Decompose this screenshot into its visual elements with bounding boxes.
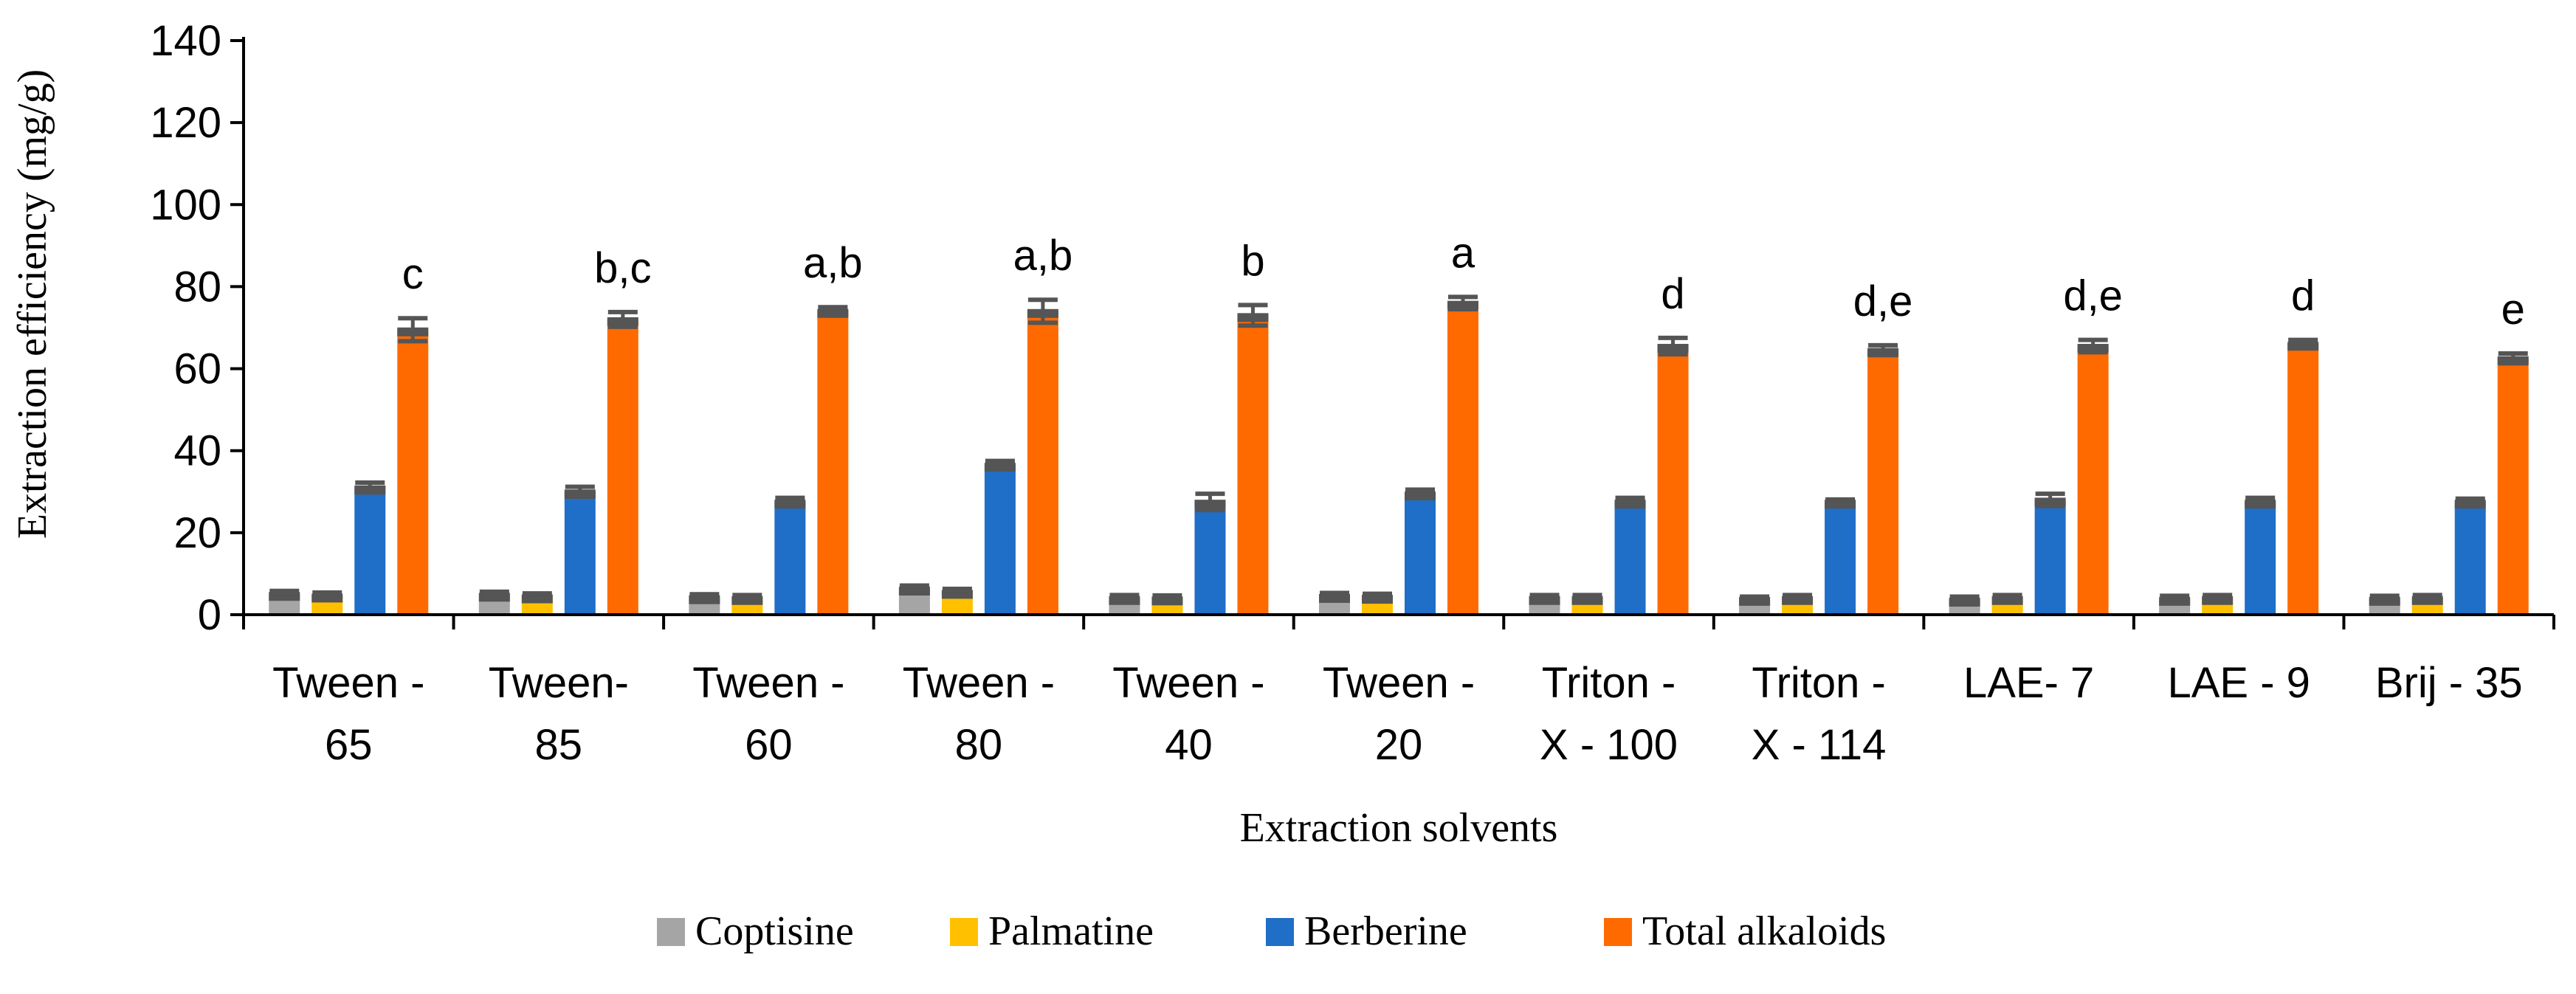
legend-swatch [950,918,978,946]
x-tick-label: Triton - [1542,659,1676,707]
x-tick-label: 85 [535,721,583,769]
x-tick-label: Tween - [1112,659,1264,707]
y-tick-label: 120 [150,99,221,147]
legend-swatch [1266,918,1294,946]
bar [2245,502,2276,615]
x-tick-label: Tween - [692,659,844,707]
significance-letter: b [1241,237,1264,285]
x-tick-label: Tween- [489,659,629,707]
significance-letter: a,b [803,239,863,287]
y-tick-label: 140 [150,17,221,65]
bar [354,487,386,615]
legend-label: Coptisine [695,908,854,954]
x-tick-label: 40 [1165,721,1213,769]
significance-letter: d [1661,270,1684,318]
x-tick-label: Triton - [1752,659,1886,707]
y-tick-label: 60 [173,345,221,393]
bar [607,319,638,615]
x-tick-label: X - 100 [1540,721,1678,769]
bar [1237,315,1269,615]
significance-letter: a,b [1013,232,1073,280]
legend-swatch [657,918,685,946]
bar [1447,303,1478,615]
bar [564,491,596,615]
legend-swatch [1604,918,1632,946]
bar [1867,350,1899,615]
x-tick-label: Tween - [272,659,424,707]
y-tick-label: 100 [150,181,221,229]
x-tick-label: Tween - [1323,659,1475,707]
x-tick-label: 65 [325,721,373,769]
legend: Coptisine Palmatine Berberine Total alkaloi… [657,908,1886,954]
y-tick-label: 20 [173,509,221,557]
axes-layer [230,37,2555,629]
bar [1657,346,1689,615]
bar [774,502,806,615]
legend-label: Palmatine [988,908,1154,954]
bar [984,465,1016,615]
bar [2454,502,2486,615]
bar [1825,502,1856,615]
legend-label: Berberine [1304,908,1467,954]
x-tick-label: 60 [745,721,793,769]
bar [1027,311,1058,615]
significance-letter: a [1451,229,1475,277]
bar [2287,344,2319,615]
x-tick-label: LAE- 7 [1963,659,2094,707]
labels-layer: c b,c a,b a,b b a d d,e d,e d e 0 20 40 60 80 100 120 140 T… [150,17,2525,769]
bars-layer [269,294,2529,615]
significance-letter: d,e [2063,272,2123,320]
bar [1405,494,1436,615]
x-tick-label: Brij - 35 [2375,659,2523,707]
x-tick-label: 80 [955,721,1003,769]
significance-letter: c [402,250,424,298]
y-tick-label: 0 [198,591,221,639]
significance-letter: b,c [594,244,651,292]
x-axis-title: Extraction solvents [1240,805,1558,851]
bar [397,329,429,615]
x-tick-label: X - 114 [1752,721,1887,769]
significance-letter: e [2501,286,2525,334]
significance-letter: d,e [1853,277,1913,325]
bar [817,311,849,615]
bar [1614,502,1646,615]
bar [2034,500,2066,615]
y-axis-title: Extraction efficiency (mg/g) [10,69,55,539]
y-tick-label: 40 [173,427,221,475]
x-tick-label: LAE - 9 [2167,659,2310,707]
bar [1194,502,1226,615]
bar [2077,346,2109,615]
y-tick-label: 80 [173,263,221,311]
x-tick-label: Tween - [903,659,1055,707]
legend-label: Total alkaloids [1642,908,1886,954]
x-tick-label: 20 [1375,721,1423,769]
significance-letter: d [2291,272,2315,320]
bar [2497,358,2529,615]
